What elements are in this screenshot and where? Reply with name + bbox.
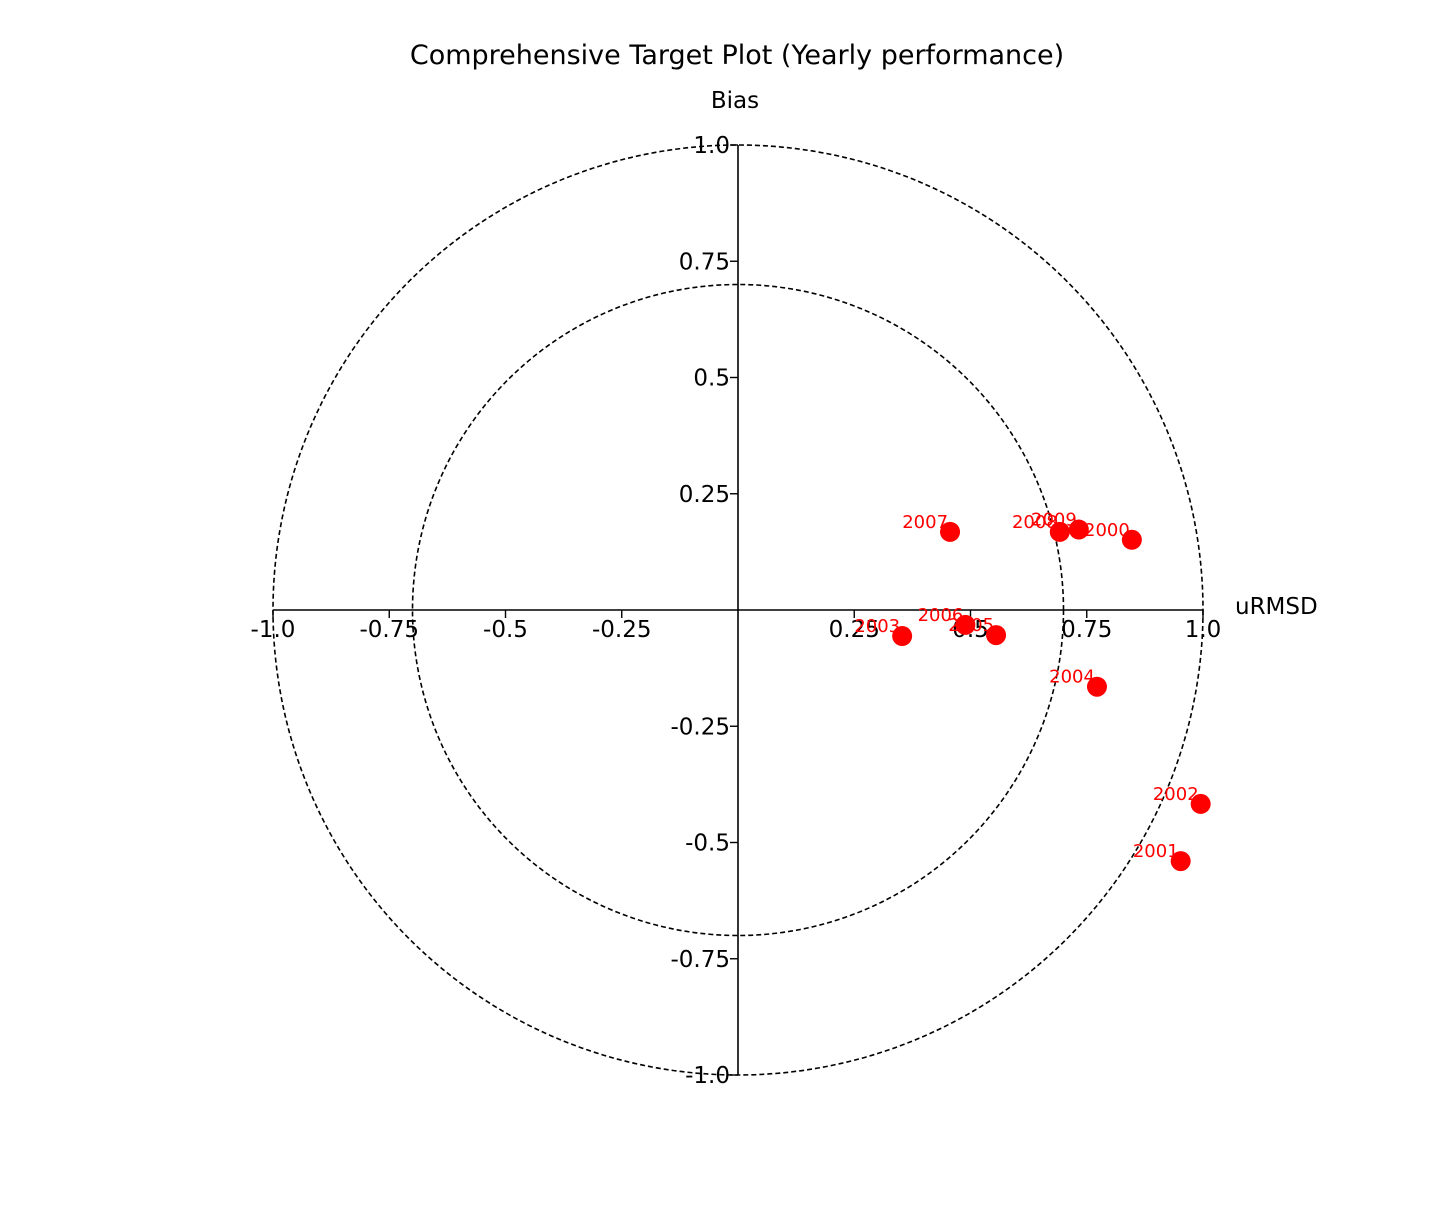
y-tick-label: -1.0	[685, 1063, 730, 1089]
data-point-2006	[955, 614, 976, 635]
point-label-2005: 2005	[948, 615, 994, 636]
data-point-2004	[1086, 676, 1107, 697]
x-tick-label: 1.0	[1185, 617, 1222, 643]
data-points	[892, 519, 1211, 872]
y-tick-label: 0.75	[679, 249, 730, 275]
point-label-2008: 2008	[1012, 512, 1058, 533]
x-tick-label: -0.5	[483, 617, 528, 643]
data-point-2009	[1068, 519, 1089, 540]
point-label-2003: 2003	[854, 616, 900, 637]
y-tick-label: -0.75	[670, 947, 730, 973]
x-axis-label: uRMSD	[1235, 594, 1318, 620]
chart-title: Comprehensive Target Plot (Yearly perfor…	[410, 40, 1064, 71]
x-tick-label: 0.25	[829, 617, 880, 643]
y-tick-label: 1.0	[693, 133, 730, 159]
y-tick-label: 0.5	[693, 366, 730, 392]
x-tick-label: -1.0	[251, 617, 296, 643]
x-tick-label: -0.75	[359, 617, 419, 643]
data-point-2001	[1170, 851, 1191, 872]
data-point-2008	[1049, 521, 1070, 542]
x-tick-label: 0.75	[1061, 617, 1112, 643]
point-label-2002: 2002	[1153, 784, 1199, 805]
data-point-2002	[1190, 793, 1211, 814]
axes	[273, 145, 1203, 1075]
data-point-2000	[1121, 529, 1142, 550]
data-point-2007	[940, 521, 961, 542]
y-tick-label: 0.25	[679, 482, 730, 508]
y-tick-label: -0.5	[685, 831, 730, 857]
tick-labels: -1.0 -0.75 -0.5 -0.25 0.25 0.5 0.75 1.0 1.0 0.75 0…	[251, 133, 1222, 1089]
point-label-2001: 2001	[1133, 841, 1179, 862]
data-point-2005	[986, 625, 1007, 646]
y-tick-label: -0.25	[670, 714, 730, 740]
point-label-2009: 2009	[1031, 510, 1077, 531]
x-tick-label: -0.25	[592, 617, 652, 643]
point-label-2004: 2004	[1049, 667, 1095, 688]
data-point-2003	[892, 626, 913, 647]
point-label-2000: 2000	[1084, 520, 1130, 541]
point-label-2007: 2007	[902, 512, 948, 533]
y-axis-label: Bias	[711, 88, 759, 114]
point-label-2006: 2006	[918, 605, 964, 626]
